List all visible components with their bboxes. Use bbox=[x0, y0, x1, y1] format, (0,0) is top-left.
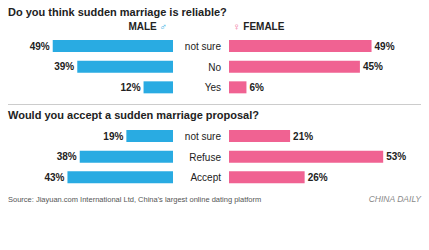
svg-text:39%: 39% bbox=[54, 61, 74, 72]
html-text:Would you accept a sudden marr: Would you accept a sudden marriage propo… bbox=[8, 109, 259, 121]
svg-text:45%: 45% bbox=[363, 61, 383, 72]
svg-text:Yes: Yes bbox=[205, 82, 221, 93]
html-text:MALE ♂: MALE ♂ bbox=[128, 21, 167, 32]
svg-text:49%: 49% bbox=[30, 41, 50, 52]
html-text:♀ FEMALE: ♀ FEMALE bbox=[233, 21, 285, 32]
svg-text:not sure: not sure bbox=[185, 131, 222, 142]
html-text:Do you think sudden marriage i: Do you think sudden marriage is reliable… bbox=[8, 6, 227, 18]
svg-text:6%: 6% bbox=[249, 82, 264, 93]
svg-text:26%: 26% bbox=[308, 172, 328, 183]
svg-text:19%: 19% bbox=[103, 131, 123, 142]
svg-text:49%: 49% bbox=[375, 41, 395, 52]
svg-text:Refuse: Refuse bbox=[189, 152, 221, 163]
html-text:Source: Jiayuan.com Internatio: Source: Jiayuan.com International Ltd, C… bbox=[8, 195, 262, 204]
svg-text:38%: 38% bbox=[57, 151, 77, 162]
svg-text:not sure: not sure bbox=[185, 41, 222, 52]
html-text:CHINA DAILY: CHINA DAILY bbox=[368, 194, 421, 204]
svg-text:Accept: Accept bbox=[190, 172, 221, 183]
svg-text:No: No bbox=[208, 62, 221, 73]
svg-text:43%: 43% bbox=[44, 172, 64, 183]
svg-text:12%: 12% bbox=[121, 82, 141, 93]
svg-text:53%: 53% bbox=[386, 151, 406, 162]
svg-text:21%: 21% bbox=[293, 131, 313, 142]
